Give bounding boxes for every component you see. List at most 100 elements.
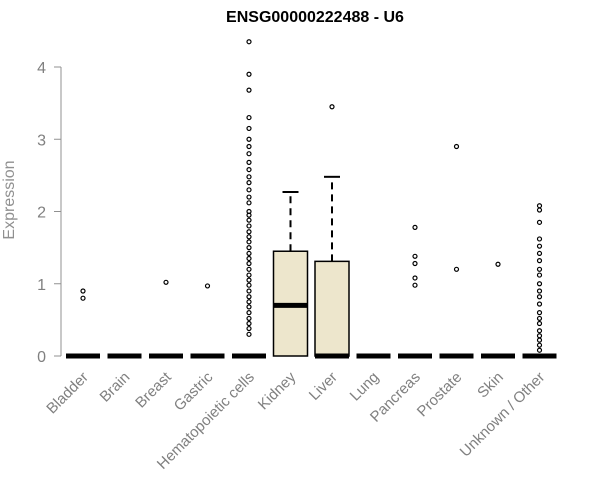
iqr-box — [314, 260, 350, 357]
outlier-point — [536, 258, 543, 264]
outlier-point — [246, 266, 252, 272]
box-breast — [149, 279, 183, 359]
outlier-point — [453, 143, 460, 150]
outlier-point — [536, 294, 543, 300]
outlier-point — [536, 328, 543, 334]
box-liver — [314, 104, 350, 359]
outlier-point — [246, 277, 252, 283]
y-tick-label: 2 — [37, 205, 46, 222]
outlier-point — [246, 143, 252, 150]
outlier-point — [163, 279, 169, 285]
outlier-point — [246, 239, 252, 245]
outlier-point — [536, 315, 543, 322]
outlier-point — [246, 200, 252, 206]
outlier-point — [246, 310, 252, 316]
box-prostate — [439, 143, 474, 359]
outlier-point — [246, 304, 252, 310]
outlier-point — [246, 194, 252, 200]
outlier-point — [246, 282, 252, 288]
x-tick-label: Bladder — [43, 369, 92, 418]
y-tick-label: 4 — [37, 60, 46, 77]
outlier-point — [536, 250, 543, 257]
x-tick-label: Lung — [347, 369, 383, 405]
box-kidney — [272, 190, 309, 357]
outlier-point — [246, 217, 252, 223]
x-tick-label: Breast — [132, 368, 175, 411]
x-tick-label: Kidney — [255, 368, 300, 413]
outlier-point — [536, 320, 543, 327]
outlier-point — [246, 250, 252, 257]
outlier-point — [246, 229, 252, 235]
box-hematopoietic-cells — [232, 39, 266, 359]
outlier-point — [246, 187, 252, 193]
box-bladder — [66, 288, 100, 359]
x-tick-label: Prostate — [414, 369, 466, 421]
outlier-point — [495, 261, 501, 267]
box-skin — [481, 261, 515, 359]
outlier-point — [246, 272, 252, 278]
x-tick-label: Liver — [306, 369, 341, 404]
outlier-point — [536, 266, 543, 272]
outlier-point — [246, 212, 252, 218]
outlier-point — [536, 243, 543, 249]
outlier-point — [246, 294, 252, 300]
outlier-point — [246, 136, 252, 142]
outlier-point — [246, 299, 252, 305]
box-pancreas — [398, 224, 432, 359]
outlier-point — [536, 301, 543, 307]
outlier-point — [536, 272, 543, 278]
outlier-point — [246, 331, 252, 337]
outlier-point — [246, 114, 252, 121]
outlier-point — [246, 260, 252, 267]
outlier-point — [246, 180, 252, 186]
outlier-point — [246, 245, 252, 251]
outlier-point — [246, 174, 252, 180]
y-tick-label: 3 — [37, 132, 46, 149]
outlier-point — [246, 151, 252, 157]
outlier-point — [536, 219, 543, 225]
outlier-point — [412, 253, 418, 259]
outlier-point — [246, 125, 252, 132]
boxes-layer — [66, 39, 557, 359]
outlier-point — [246, 288, 252, 294]
box-gastric — [190, 283, 225, 359]
outlier-point — [246, 325, 252, 332]
outlier-point — [412, 282, 418, 288]
outlier-point — [80, 288, 86, 294]
box-unknown-other — [522, 203, 557, 359]
chart-title: ENSG00000222488 - U6 — [226, 9, 404, 26]
x-tick-label: Skin — [474, 369, 507, 402]
outlier-point — [246, 71, 252, 77]
outlier-point — [246, 223, 252, 229]
y-tick-label: 0 — [37, 349, 46, 366]
outlier-point — [246, 159, 252, 165]
outlier-point — [246, 166, 252, 173]
outlier-point — [536, 207, 543, 213]
outlier-point — [536, 288, 543, 294]
outlier-point — [412, 260, 418, 267]
y-axis-label: Expression — [1, 160, 18, 239]
outlier-point — [536, 333, 543, 339]
outlier-point — [329, 104, 335, 110]
outlier-point — [536, 342, 543, 348]
outlier-point — [246, 234, 252, 240]
outlier-point — [412, 275, 418, 281]
outlier-point — [536, 236, 543, 242]
outlier-point — [246, 320, 252, 327]
outlier-point — [80, 295, 86, 301]
outlier-point — [246, 87, 252, 93]
outlier-point — [204, 283, 211, 289]
outlier-point — [536, 337, 543, 343]
outlier-point — [536, 281, 543, 287]
outlier-point — [536, 347, 543, 353]
y-axis: 0 1 2 3 4 — [37, 60, 62, 366]
y-tick-label: 1 — [37, 277, 46, 294]
x-tick-label: Brain — [97, 369, 134, 406]
outlier-point — [246, 39, 252, 45]
outlier-point — [453, 266, 460, 272]
outlier-point — [246, 315, 252, 322]
outlier-point — [536, 203, 543, 209]
outlier-point — [536, 310, 543, 316]
